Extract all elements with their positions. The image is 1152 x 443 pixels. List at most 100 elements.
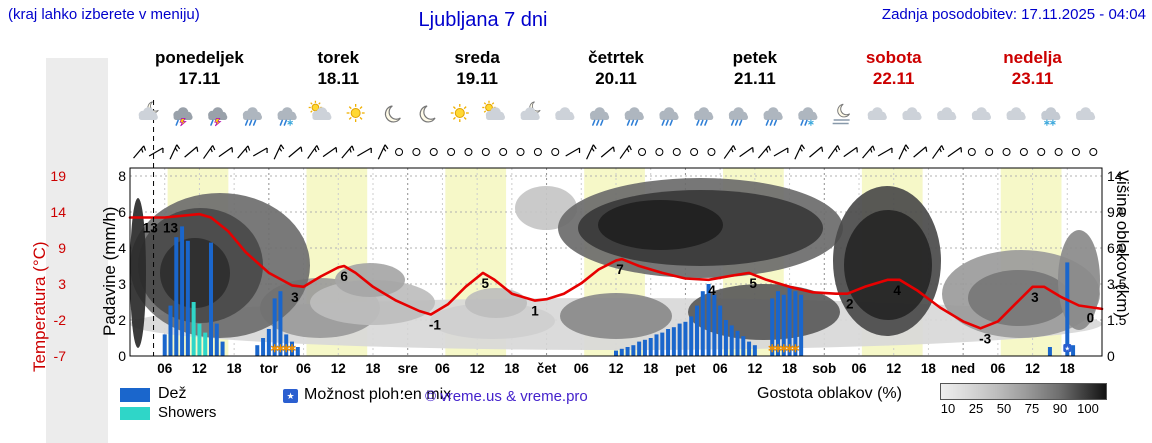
wind-barb-icon	[133, 145, 147, 159]
rain-bar	[278, 291, 283, 356]
temperature-value-label: 3	[1031, 290, 1039, 305]
rain-bar	[677, 323, 682, 356]
x-axis-tick-06: 06	[712, 361, 728, 376]
wind-barb-icon	[773, 147, 789, 157]
wind-barb-icon	[169, 144, 181, 160]
moon-cloud-icon	[138, 101, 159, 120]
rain-bar	[799, 294, 804, 356]
rain-bar	[781, 294, 786, 356]
rain-bar	[752, 345, 757, 356]
rain-bar	[168, 305, 173, 356]
density-scale-tick: 10	[940, 401, 956, 416]
wind-barb-icon	[739, 146, 754, 158]
precip-axis-tick: 3	[118, 276, 126, 292]
frozen-mix-marker: ∗	[779, 341, 789, 355]
rain-bar	[255, 345, 260, 356]
rain-bar	[793, 291, 798, 356]
rain-snow-icon: ∗	[798, 107, 818, 128]
rain-bar	[712, 294, 717, 356]
x-axis-tick-18: 18	[226, 361, 242, 376]
svg-text:∗: ∗	[1043, 118, 1051, 128]
temperature-value-label: 5	[749, 276, 757, 291]
calm-wind-icon	[1054, 148, 1063, 156]
copyright-text: © vreme.us & vreme.pro	[425, 388, 588, 405]
last-update: Zadnja posodobitev: 17.11.2025 - 04:04	[881, 6, 1146, 23]
precip-axis-tick: 0	[118, 348, 126, 364]
x-axis-tick-pet: pet	[675, 361, 696, 376]
cloud-axis-tick: 1.5	[1107, 312, 1127, 328]
rain-bar	[631, 345, 636, 356]
temperature-value-labels: 13 13 3 6 -1 5 1 7 4 5 2 4 -3 3 0	[143, 221, 1094, 347]
day-date: 21.11	[734, 69, 776, 88]
x-axis-tick-06: 06	[990, 361, 1006, 376]
day-date: 17.11	[178, 69, 221, 88]
cloud-blob	[130, 198, 146, 348]
wind-barb-icon	[913, 146, 928, 158]
rain-bar	[747, 341, 752, 356]
temperature-value-label: 7	[616, 262, 624, 277]
wind-barb-icon	[341, 145, 355, 159]
rain-bar	[209, 242, 213, 356]
calm-wind-icon	[533, 148, 542, 156]
rain-legend-swatch	[120, 388, 150, 402]
day-name-sobota: sobota	[865, 48, 922, 67]
rain-bar	[290, 341, 294, 356]
x-axis-tick-čet: čet	[536, 361, 557, 376]
wind-barb-icon	[619, 145, 632, 159]
cloud-blob	[560, 293, 672, 339]
cloud-blob	[598, 200, 723, 250]
wind-barb-icon	[827, 145, 841, 159]
wind-barb-icon	[252, 147, 268, 157]
calm-wind-icon	[516, 148, 525, 156]
density-scale-tick: 50	[996, 401, 1012, 416]
wind-symbols-row	[133, 144, 1098, 160]
wind-barb-icon	[184, 146, 199, 158]
rain-bar	[214, 323, 219, 356]
calm-wind-icon	[655, 148, 664, 156]
temperature-value-label: 1	[531, 304, 539, 319]
x-axis-tick-06: 06	[296, 361, 312, 376]
frozen-mix-marker: ∗	[270, 341, 280, 355]
day-name-torek: torek	[317, 48, 360, 67]
x-axis-tick-06: 06	[434, 361, 450, 376]
temperature-value-label: 0	[1087, 311, 1095, 326]
cloud-density-label: Gostota oblakov (%)	[757, 385, 902, 402]
rain-bar	[723, 320, 728, 356]
calm-wind-icon	[1019, 148, 1028, 156]
rain-bar	[220, 341, 225, 356]
shower-legend-swatch	[120, 407, 150, 420]
rain-bar	[695, 305, 699, 356]
wind-barb-icon	[203, 145, 216, 159]
temperature-value-label: 5	[481, 276, 489, 291]
moon-fog-icon	[832, 103, 851, 125]
rain-bar	[625, 347, 630, 356]
moon-icon	[419, 105, 436, 123]
shower-bars	[191, 302, 208, 356]
rain-legend-label: Dež	[158, 385, 187, 402]
x-axis-tick-18: 18	[365, 361, 381, 376]
rain-bar	[637, 341, 642, 356]
wind-barb-icon	[862, 145, 876, 159]
wind-barb-icon	[600, 146, 615, 158]
density-scale-tick: 100	[1077, 401, 1099, 416]
density-scale-tick: 25	[968, 401, 984, 416]
day-name-četrtek: četrtek	[588, 48, 644, 67]
rain-bar	[619, 348, 624, 356]
page-title: Ljubljana 7 dni	[418, 9, 548, 31]
cloud-blob	[310, 280, 435, 325]
rain-bar	[185, 240, 190, 356]
wind-barb-icon	[877, 147, 893, 157]
svg-text:∗: ∗	[286, 118, 294, 128]
shower-chance-marker	[1063, 344, 1072, 352]
day-date: 20.11	[595, 69, 637, 88]
thunder-icon	[173, 107, 193, 127]
plot-border	[129, 167, 1103, 357]
rain-bar	[1047, 347, 1052, 356]
x-axis-tick-ned: ned	[951, 361, 976, 376]
frozen-mix-marker: ∗	[281, 341, 291, 355]
frozen-mix-marker: ∗	[773, 341, 783, 355]
precip-axis-tick: 2	[118, 312, 126, 328]
calm-wind-icon	[447, 148, 456, 156]
cloud-icon	[902, 107, 922, 120]
